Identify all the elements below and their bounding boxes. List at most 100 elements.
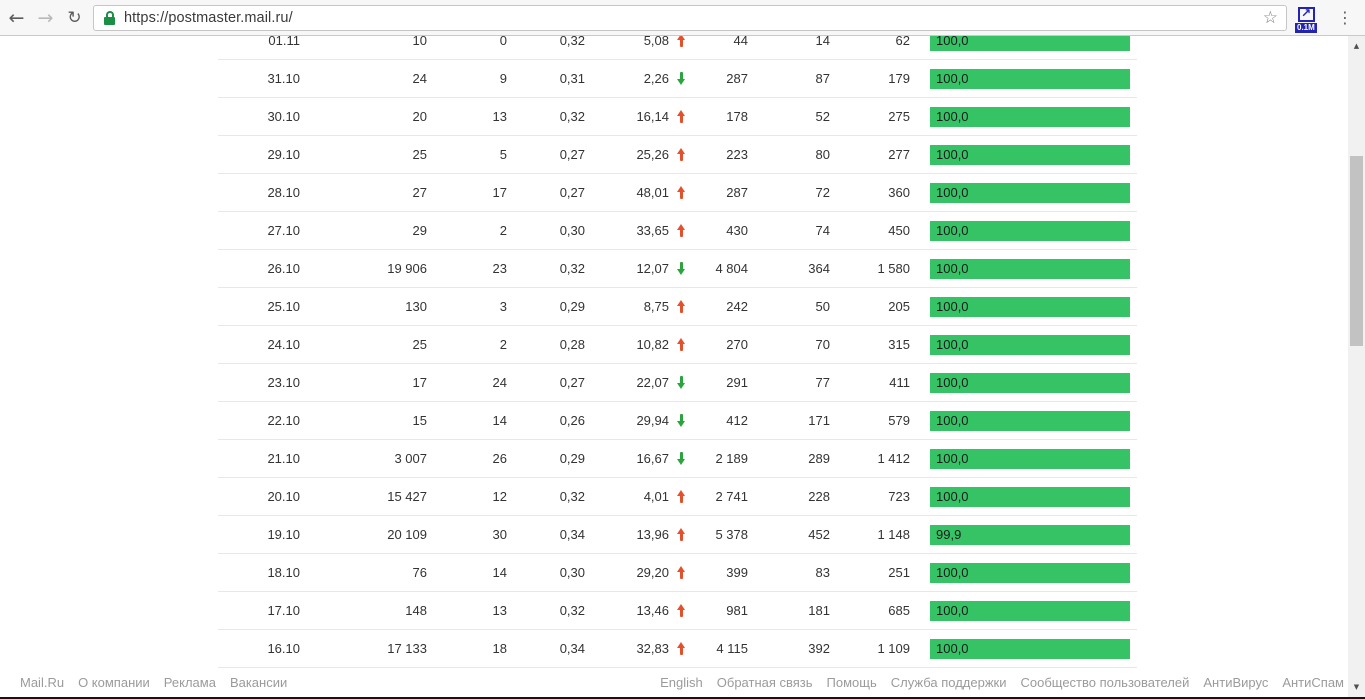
delivery-bar-track: 100,0 (930, 220, 1130, 241)
trend-cell (669, 110, 686, 123)
footer-link[interactable]: Реклама (163, 675, 216, 690)
trend-cell (669, 224, 686, 237)
cell-col7: 289 (808, 451, 830, 466)
table-row: 23.10 17 24 0,27 22,07 291 77 411 100,0 (218, 364, 1137, 402)
delivery-bar-track: 100,0 (930, 600, 1130, 621)
cell-sent: 20 (412, 109, 427, 124)
trend-arrow-icon (677, 224, 686, 237)
cell-col4: 0,29 (559, 299, 585, 314)
address-bar[interactable]: https://postmaster.mail.ru/ ☆ (93, 4, 1287, 31)
cell-col3: 0 (499, 33, 507, 48)
cell-col8: 1 580 (877, 261, 910, 276)
cell-col8: 251 (888, 565, 910, 580)
trend-arrow-icon (677, 110, 686, 123)
cell-col8: 179 (888, 71, 910, 86)
bookmark-star-icon[interactable]: ☆ (1262, 7, 1278, 28)
url-text[interactable]: https://postmaster.mail.ru/ (124, 9, 293, 26)
trend-arrow-icon (677, 414, 686, 427)
footer-link[interactable]: English (660, 675, 703, 690)
footer-link[interactable]: О компании (78, 675, 150, 690)
back-icon[interactable]: ← (8, 6, 25, 29)
cell-col3: 23 (492, 261, 507, 276)
cell-col6: 44 (733, 33, 748, 48)
cell-col4: 0,29 (559, 451, 585, 466)
cell-col3: 24 (492, 375, 507, 390)
trend-arrow-icon (677, 566, 686, 579)
cell-col6: 242 (726, 299, 748, 314)
trend-arrow-icon (677, 528, 686, 541)
vertical-scrollbar[interactable]: ▲ ▼ (1348, 36, 1365, 699)
table-row: 29.10 25 5 0,27 25,26 223 80 277 100,0 (218, 136, 1137, 174)
delivery-bar: 100,0 (930, 334, 1130, 355)
scroll-down-icon[interactable]: ▼ (1353, 683, 1360, 691)
footer-link[interactable]: АнтиВирус (1203, 675, 1269, 690)
footer-link[interactable]: Mail.Ru (20, 675, 65, 690)
footer-link[interactable]: Обратная связь (716, 675, 813, 690)
delivery-bar-track: 100,0 (930, 144, 1130, 165)
delivery-bar: 100,0 (930, 68, 1130, 89)
cell-col6: 223 (726, 147, 748, 162)
footer-link[interactable]: Помощь (826, 675, 877, 690)
cell-sent: 25 (412, 147, 427, 162)
table-row: 16.10 17 133 18 0,34 32,83 4 115 392 1 1… (218, 630, 1137, 668)
cell-col4: 0,28 (559, 337, 585, 352)
cell-col6: 178 (726, 109, 748, 124)
cell-col4: 0,32 (559, 603, 585, 618)
cell-rate: 16,14 (636, 109, 669, 124)
cell-sent: 15 (412, 413, 427, 428)
cell-rate: 32,83 (636, 641, 669, 656)
table-row: 19.10 20 109 30 0,34 13,96 5 378 452 1 1… (218, 516, 1137, 554)
scrollbar-thumb[interactable] (1350, 156, 1363, 346)
trend-cell (669, 490, 686, 503)
footer-link[interactable]: Вакансии (229, 675, 288, 690)
cell-col6: 430 (726, 223, 748, 238)
cell-col8: 685 (888, 603, 910, 618)
cell-date: 29.10 (267, 147, 300, 162)
cell-date: 01.11 (268, 33, 300, 48)
trend-cell (669, 300, 686, 313)
cell-date: 30.10 (267, 109, 300, 124)
extension-button[interactable]: ↗ 0.1M (1295, 5, 1321, 33)
browser-toolbar: ← → ↻ https://postmaster.mail.ru/ ☆ ↗ 0.… (0, 0, 1365, 36)
cell-col8: 1 109 (877, 641, 910, 656)
delivery-bar: 100,0 (930, 562, 1130, 583)
cell-sent: 130 (405, 299, 427, 314)
trend-cell (669, 414, 686, 427)
footer-link[interactable]: Сообщество пользователей (1020, 675, 1190, 690)
trend-arrow-icon (677, 604, 686, 617)
trend-cell (669, 72, 686, 85)
trend-arrow-icon (677, 186, 686, 199)
cell-col8: 1 412 (877, 451, 910, 466)
cell-date: 25.10 (267, 299, 300, 314)
delivery-bar: 100,0 (930, 182, 1130, 203)
table-row: 21.10 3 007 26 0,29 16,67 2 189 289 1 41… (218, 440, 1137, 478)
cell-rate: 2,26 (643, 71, 669, 86)
footer-link[interactable]: Служба поддержки (890, 675, 1007, 690)
secure-lock-icon[interactable] (104, 10, 115, 25)
browser-menu-icon[interactable]: ⋮ (1337, 8, 1353, 27)
cell-date: 18.10 (267, 565, 300, 580)
cell-col7: 72 (815, 185, 830, 200)
cell-col4: 0,31 (559, 71, 585, 86)
delivery-bar: 100,0 (930, 258, 1130, 279)
delivery-bar-track: 100,0 (930, 296, 1130, 317)
footer-link[interactable]: АнтиСпам (1282, 675, 1344, 690)
delivery-bar: 99,9 (930, 524, 1130, 545)
cell-col6: 4 804 (715, 261, 748, 276)
cell-sent: 148 (405, 603, 427, 618)
table-row: 20.10 15 427 12 0,32 4,01 2 741 228 723 … (218, 478, 1137, 516)
delivery-bar-track: 100,0 (930, 258, 1130, 279)
cell-col4: 0,34 (559, 527, 585, 542)
cell-rate: 25,26 (636, 147, 669, 162)
delivery-bar: 100,0 (930, 410, 1130, 431)
cell-date: 27.10 (267, 223, 300, 238)
delivery-bar-track: 100,0 (930, 334, 1130, 355)
cell-col3: 18 (492, 641, 507, 656)
scroll-up-icon[interactable]: ▲ (1353, 42, 1360, 50)
cell-col4: 0,32 (559, 33, 585, 48)
reload-icon[interactable]: ↻ (67, 7, 82, 28)
delivery-bar-track: 100,0 (930, 182, 1130, 203)
cell-col6: 287 (726, 71, 748, 86)
cell-col7: 14 (815, 33, 830, 48)
delivery-bar-track: 100,0 (930, 448, 1130, 469)
